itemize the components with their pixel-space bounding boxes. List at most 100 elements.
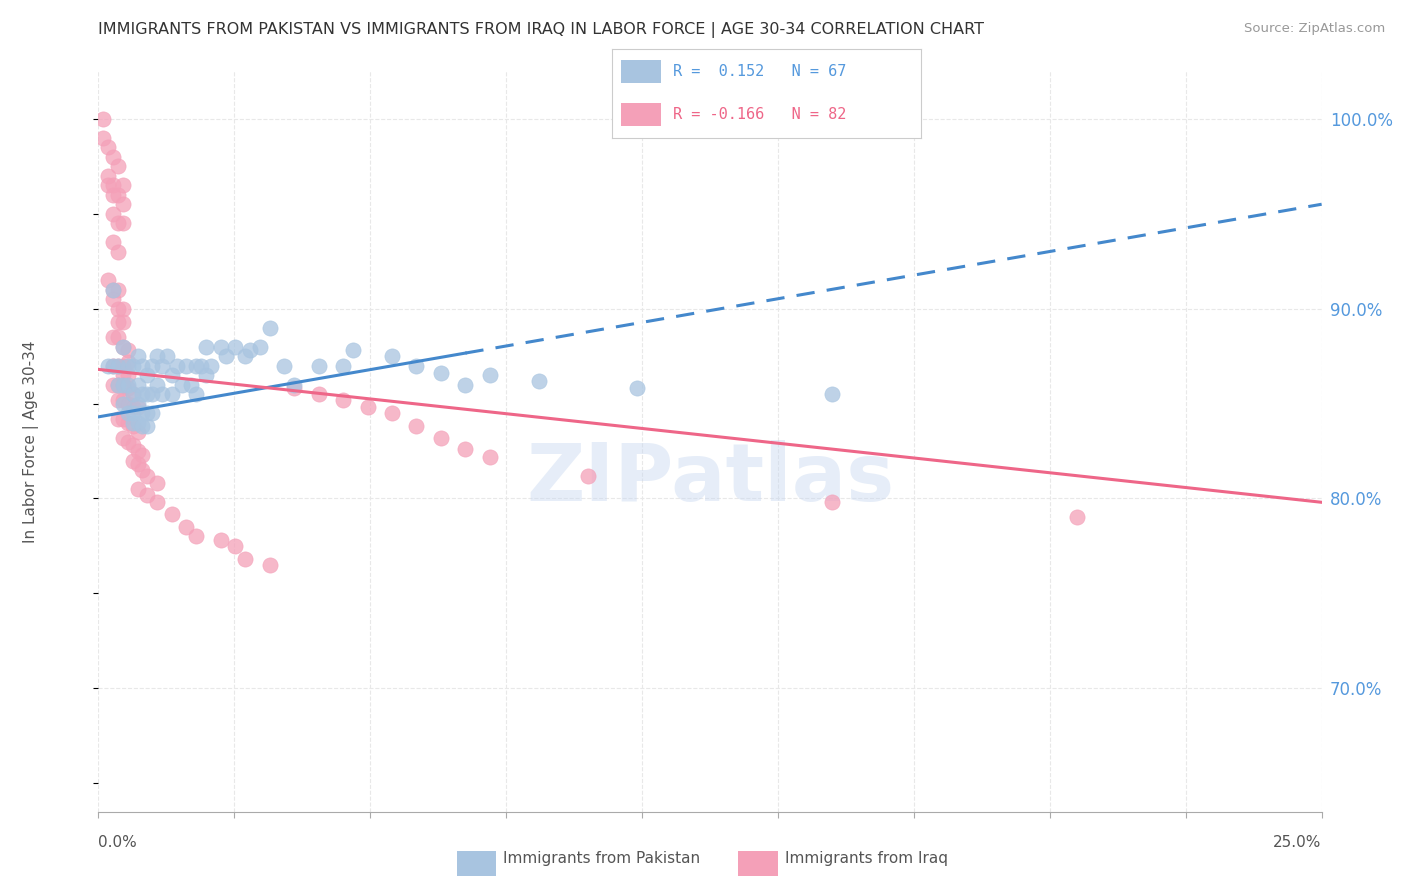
- Point: [190, 359, 212, 373]
- Text: R = -0.166   N = 82: R = -0.166 N = 82: [673, 107, 846, 121]
- Point: [111, 377, 134, 392]
- Point: [121, 416, 143, 430]
- Point: [101, 292, 124, 306]
- Point: [186, 387, 208, 401]
- Point: [381, 406, 404, 420]
- Point: [117, 377, 139, 392]
- Point: [111, 368, 134, 383]
- Point: [186, 359, 208, 373]
- Point: [131, 406, 153, 420]
- Text: In Labor Force | Age 30-34: In Labor Force | Age 30-34: [22, 340, 39, 543]
- Point: [117, 416, 139, 430]
- Point: [131, 419, 153, 434]
- Point: [111, 396, 134, 410]
- Text: R =  0.152   N = 67: R = 0.152 N = 67: [673, 64, 846, 78]
- Point: [283, 377, 305, 392]
- Point: [233, 349, 256, 363]
- Text: ZIPatlas: ZIPatlas: [526, 440, 894, 517]
- Point: [136, 406, 159, 420]
- Point: [117, 368, 139, 383]
- Point: [117, 343, 139, 358]
- Point: [101, 235, 124, 250]
- Bar: [621, 103, 661, 126]
- Point: [127, 396, 149, 410]
- Point: [121, 359, 143, 373]
- Point: [97, 169, 120, 183]
- Point: [224, 539, 246, 553]
- Point: [146, 349, 169, 363]
- Point: [117, 355, 139, 369]
- Point: [107, 187, 129, 202]
- Point: [239, 343, 262, 358]
- Point: [180, 377, 202, 392]
- Point: [131, 387, 153, 401]
- Point: [111, 216, 134, 230]
- Point: [150, 387, 173, 401]
- Point: [136, 419, 159, 434]
- Point: [176, 359, 198, 373]
- Point: [127, 416, 149, 430]
- Point: [127, 349, 149, 363]
- Point: [121, 419, 143, 434]
- Point: [136, 488, 159, 502]
- Point: [160, 368, 183, 383]
- Point: [454, 442, 477, 457]
- Point: [121, 438, 143, 452]
- Point: [1066, 510, 1088, 524]
- Point: [166, 359, 188, 373]
- Point: [107, 330, 129, 344]
- Point: [195, 340, 218, 354]
- Text: IMMIGRANTS FROM PAKISTAN VS IMMIGRANTS FROM IRAQ IN LABOR FORCE | AGE 30-34 CORR: IMMIGRANTS FROM PAKISTAN VS IMMIGRANTS F…: [98, 22, 984, 38]
- Point: [127, 482, 149, 496]
- Point: [131, 359, 153, 373]
- Point: [107, 359, 129, 373]
- Point: [821, 387, 844, 401]
- Point: [107, 301, 129, 316]
- Point: [283, 381, 305, 395]
- Point: [121, 387, 143, 401]
- Point: [259, 558, 281, 572]
- Point: [101, 283, 124, 297]
- Point: [146, 495, 169, 509]
- Point: [107, 244, 129, 259]
- Point: [136, 368, 159, 383]
- Point: [91, 130, 114, 145]
- Point: [117, 359, 139, 373]
- Point: [111, 197, 134, 211]
- Point: [141, 387, 163, 401]
- Point: [127, 458, 149, 472]
- Point: [107, 283, 129, 297]
- Text: Source: ZipAtlas.com: Source: ZipAtlas.com: [1244, 22, 1385, 36]
- Point: [117, 396, 139, 410]
- Point: [127, 425, 149, 439]
- Point: [195, 368, 218, 383]
- Bar: [621, 60, 661, 83]
- Point: [332, 359, 354, 373]
- Point: [101, 150, 124, 164]
- Point: [136, 387, 159, 401]
- Point: [91, 112, 114, 126]
- Point: [224, 340, 246, 354]
- Point: [273, 359, 295, 373]
- Point: [576, 468, 599, 483]
- Point: [101, 359, 124, 373]
- Point: [454, 377, 477, 392]
- Point: [626, 381, 648, 395]
- Point: [381, 349, 404, 363]
- Point: [308, 387, 330, 401]
- Point: [160, 507, 183, 521]
- Point: [111, 301, 134, 316]
- Point: [209, 340, 232, 354]
- Point: [146, 377, 169, 392]
- Point: [107, 411, 129, 425]
- Point: [107, 216, 129, 230]
- Point: [249, 340, 271, 354]
- Point: [141, 359, 163, 373]
- Point: [186, 529, 208, 543]
- Point: [478, 368, 501, 383]
- Point: [111, 431, 134, 445]
- Point: [97, 140, 120, 154]
- Point: [121, 453, 143, 467]
- Point: [101, 283, 124, 297]
- Point: [117, 381, 139, 395]
